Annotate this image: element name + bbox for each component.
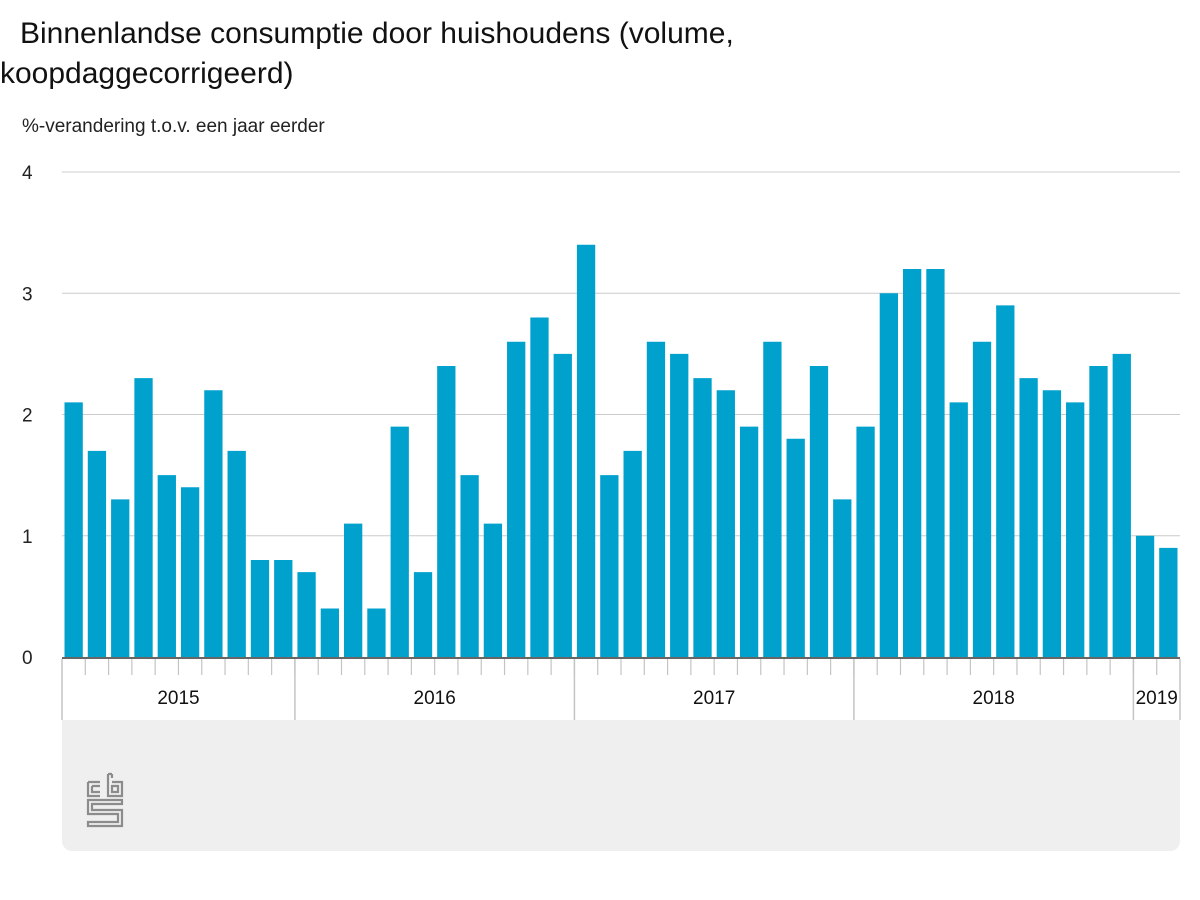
x-year-label: 2016 — [414, 688, 456, 709]
x-year-label: 2018 — [973, 688, 1015, 709]
x-axis: 2015 2016 2017 2018 2019 — [61, 657, 1181, 720]
bar[interactable] — [949, 402, 968, 657]
bar[interactable] — [1112, 353, 1131, 657]
bar[interactable] — [1019, 378, 1038, 657]
bar[interactable] — [274, 560, 293, 657]
y-tick-label: 1 — [22, 527, 33, 548]
bar[interactable] — [483, 523, 503, 657]
bar[interactable] — [693, 378, 712, 657]
bar[interactable] — [623, 450, 642, 657]
cbs-logo-icon — [86, 772, 124, 828]
bar[interactable] — [739, 426, 759, 657]
bar[interactable] — [111, 499, 130, 657]
y-tick-label: 2 — [22, 406, 33, 427]
x-year-label: 2017 — [693, 688, 735, 709]
bar[interactable] — [157, 475, 176, 657]
bar[interactable] — [926, 269, 945, 657]
bar[interactable] — [344, 523, 363, 657]
bar[interactable] — [600, 475, 619, 657]
bar[interactable] — [553, 353, 572, 657]
bar[interactable] — [64, 402, 83, 657]
bar[interactable] — [367, 608, 386, 658]
bar[interactable] — [856, 426, 875, 657]
bar[interactable] — [972, 341, 992, 657]
chart-title: Binnenlandse consumptie door huishoudens… — [0, 17, 734, 90]
bar[interactable] — [204, 390, 223, 657]
bar[interactable] — [227, 450, 246, 657]
bar[interactable] — [297, 572, 316, 657]
bar[interactable] — [809, 366, 829, 657]
bar[interactable] — [87, 450, 107, 657]
bar[interactable] — [716, 390, 735, 657]
bar[interactable] — [786, 438, 805, 657]
bar[interactable] — [530, 317, 549, 658]
bar[interactable] — [507, 341, 526, 657]
y-tick-label: 3 — [22, 284, 33, 305]
bar[interactable] — [879, 293, 898, 657]
bar[interactable] — [1135, 535, 1155, 657]
bar[interactable] — [1066, 402, 1085, 657]
bar[interactable] — [180, 487, 200, 657]
bar[interactable] — [437, 366, 456, 657]
y-tick-label: 4 — [22, 163, 33, 184]
bar[interactable] — [996, 305, 1015, 657]
bar[interactable] — [763, 341, 782, 657]
y-axis-label: %-verandering t.o.v. een jaar eerder — [22, 116, 325, 137]
bar[interactable] — [903, 269, 922, 657]
bar[interactable] — [833, 499, 852, 657]
bar[interactable] — [670, 353, 689, 657]
bars — [64, 244, 1178, 658]
x-year-label: 2015 — [157, 688, 199, 709]
bar[interactable] — [413, 572, 433, 657]
bar[interactable] — [320, 608, 339, 658]
bar[interactable] — [134, 378, 153, 657]
y-axis-ticks: 0 1 2 3 4 — [22, 163, 33, 669]
gridlines — [62, 171, 1180, 537]
x-axis-panel — [62, 720, 1180, 851]
x-year-label: 2019 — [1136, 688, 1178, 709]
bar[interactable] — [576, 244, 596, 657]
bar[interactable] — [250, 560, 270, 657]
bar[interactable] — [390, 426, 409, 657]
bar[interactable] — [1042, 390, 1062, 657]
bar[interactable] — [1089, 366, 1108, 657]
bar[interactable] — [460, 475, 479, 657]
bar[interactable] — [1159, 547, 1178, 657]
y-tick-label: 0 — [22, 648, 33, 669]
bar[interactable] — [646, 341, 666, 657]
